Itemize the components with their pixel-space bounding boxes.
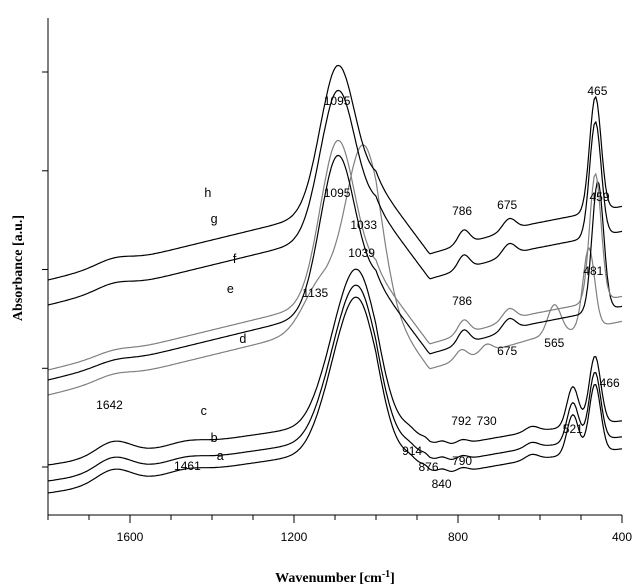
- peak-label-11: 675: [497, 344, 517, 358]
- peak-label-13: 466: [600, 376, 620, 390]
- peak-label-16: 730: [477, 414, 497, 428]
- x-ticks-group: 1600 1200 800 400: [47, 515, 632, 544]
- peak-label-17: 1642: [96, 398, 123, 412]
- curve-label-d: d: [239, 332, 246, 346]
- x-axis-title: Wavenumber [cm-1]: [275, 569, 395, 587]
- curve-label-e: e: [227, 282, 234, 296]
- peak-annotations-group: 1095 465 786 675 1095 459 1033 1135 1039 481 786 67…: [96, 84, 620, 491]
- peak-label-3: 675: [497, 198, 517, 212]
- spectrum-line-a: [47, 296, 623, 494]
- y-ticks-group: [42, 71, 48, 468]
- curve-label-h: h: [204, 186, 211, 200]
- peak-label-14: 521: [563, 422, 583, 436]
- peak-label-20: 790: [452, 454, 472, 468]
- peak-label-19: 876: [418, 460, 438, 474]
- peak-label-12: 565: [544, 336, 564, 350]
- peak-label-9: 481: [583, 264, 603, 278]
- peak-label-6: 1033: [350, 218, 377, 232]
- x-tick-label-1200: 1200: [281, 530, 308, 544]
- x-tick-label-400: 400: [612, 530, 632, 544]
- peak-label-22: 1461: [174, 459, 201, 473]
- axes-group: 1600 1200 800 400: [42, 18, 632, 544]
- spectrum-line-b: [47, 284, 623, 482]
- curve-label-b: b: [211, 431, 218, 445]
- x-tick-label-800: 800: [448, 530, 468, 544]
- peak-label-8: 1039: [348, 246, 375, 260]
- peak-label-10: 786: [452, 294, 472, 308]
- peak-label-21: 840: [432, 477, 452, 491]
- spectrum-line-g: [47, 89, 623, 306]
- peak-label-2: 786: [452, 204, 472, 218]
- curve-label-a: a: [217, 449, 224, 463]
- spectrum-line-e: [47, 154, 623, 381]
- curve-label-c: c: [201, 404, 207, 418]
- spectrum-line-f: [47, 139, 623, 371]
- spectrum-line-c: [47, 268, 623, 466]
- spectrum-line-d: [47, 144, 623, 396]
- peak-label-0: 1095: [324, 94, 351, 108]
- curve-labels-group: abc d e f gh: [201, 186, 247, 463]
- peak-label-15: 792: [451, 414, 471, 428]
- y-axis-title: Absorbance [a.u.]: [11, 215, 26, 321]
- curve-label-f: f: [233, 252, 237, 266]
- peak-label-5: 459: [589, 190, 609, 204]
- peak-label-4: 1095: [324, 186, 351, 200]
- spectra-group: [47, 64, 623, 494]
- curve-label-g: g: [211, 212, 218, 226]
- x-tick-label-1600: 1600: [117, 530, 144, 544]
- spectrum-line-h: [47, 64, 623, 281]
- peak-label-1: 465: [587, 84, 607, 98]
- peak-label-18: 914: [402, 444, 422, 458]
- peak-label-7: 1135: [302, 286, 328, 300]
